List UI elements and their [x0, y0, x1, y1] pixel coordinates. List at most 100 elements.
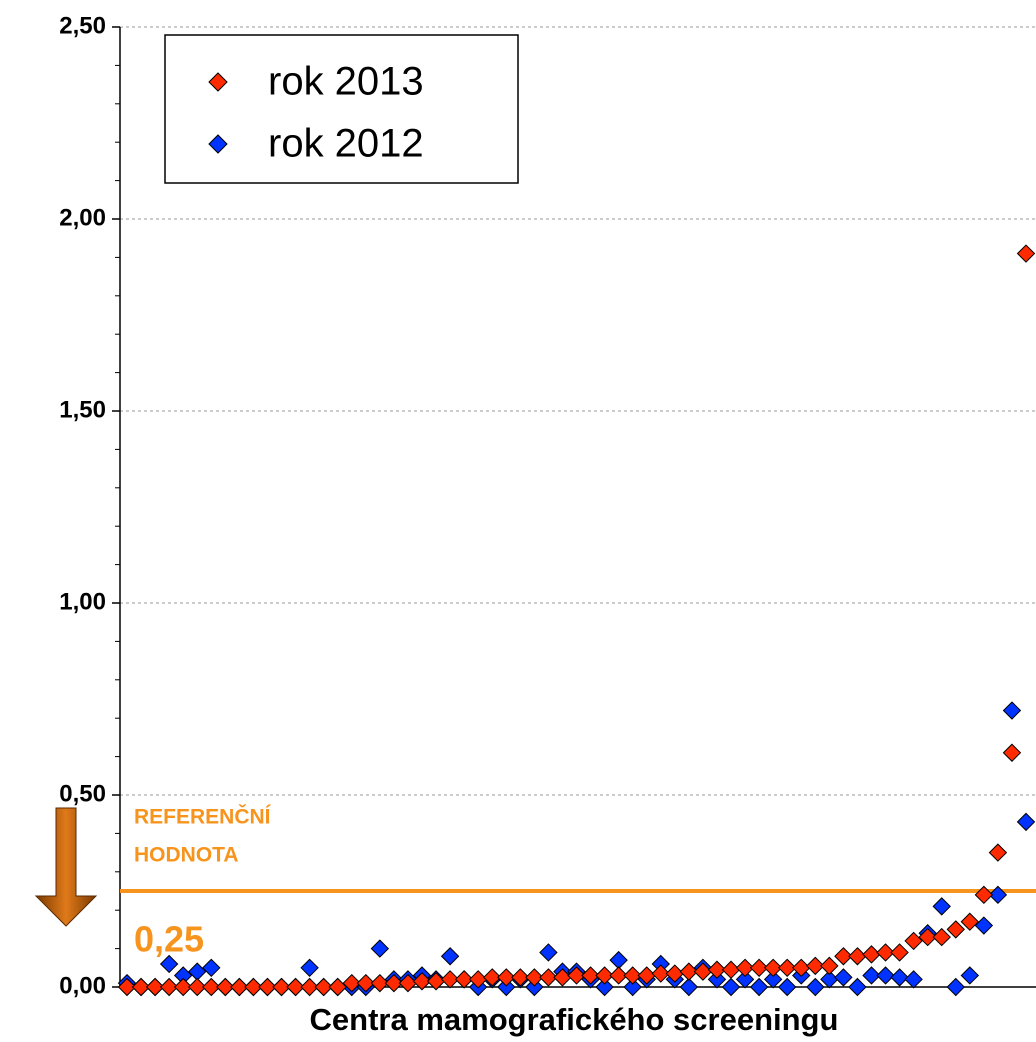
- point: [777, 977, 797, 997]
- point: [609, 966, 628, 985]
- point: [539, 968, 558, 987]
- point: [862, 966, 881, 985]
- legend-marker: [208, 134, 228, 154]
- point: [145, 977, 165, 997]
- point: [932, 927, 951, 947]
- point: [806, 956, 825, 976]
- point: [988, 885, 1008, 905]
- point: [651, 964, 670, 983]
- point: [834, 968, 853, 987]
- point: [834, 947, 853, 966]
- point: [202, 958, 221, 978]
- point: [216, 977, 235, 997]
- point: [904, 970, 923, 989]
- point: [679, 962, 699, 981]
- point: [1002, 743, 1022, 762]
- point: [918, 927, 937, 947]
- point: [1016, 244, 1036, 263]
- point: [707, 960, 727, 979]
- y-tick-label: 2,00: [59, 204, 106, 231]
- point: [777, 958, 797, 978]
- point: [932, 897, 951, 916]
- point: [356, 973, 376, 993]
- point: [370, 973, 390, 993]
- point: [721, 977, 741, 997]
- point: [848, 947, 867, 966]
- point: [117, 977, 137, 997]
- point: [848, 977, 867, 997]
- point: [946, 920, 965, 939]
- point: [890, 968, 909, 987]
- point: [693, 962, 713, 981]
- point: [286, 977, 305, 997]
- point: [173, 977, 193, 997]
- reference-label: 0,25: [134, 919, 204, 960]
- y-tick-label: 1,00: [59, 588, 106, 615]
- point: [440, 947, 460, 966]
- point: [300, 977, 319, 997]
- point: [735, 970, 755, 989]
- point: [454, 970, 474, 989]
- point: [946, 977, 965, 997]
- point: [890, 943, 909, 962]
- legend-box: [164, 34, 519, 184]
- y-tick-label: 2,50: [59, 12, 106, 39]
- reference-text: HODNOTA: [134, 844, 239, 867]
- point: [497, 968, 516, 987]
- point: [131, 977, 151, 997]
- point: [497, 977, 516, 997]
- legend-label: rok 2013: [268, 60, 424, 104]
- legend-label: rok 2012: [268, 122, 424, 166]
- point: [763, 970, 783, 989]
- point: [370, 939, 390, 958]
- point: [230, 977, 249, 997]
- point: [258, 977, 277, 997]
- point: [792, 958, 811, 978]
- point: [623, 977, 642, 997]
- point: [440, 970, 460, 989]
- point: [623, 966, 642, 985]
- point: [202, 977, 221, 997]
- point: [328, 977, 347, 997]
- point: [511, 968, 530, 987]
- point: [763, 958, 783, 978]
- point: [904, 931, 923, 951]
- point: [679, 977, 699, 997]
- point: [300, 958, 319, 978]
- point: [974, 885, 994, 905]
- point: [1016, 812, 1036, 832]
- point: [637, 966, 656, 985]
- point: [272, 977, 291, 997]
- point: [609, 950, 628, 970]
- reference-text: REFERENČNÍ: [134, 805, 272, 829]
- legend-marker: [208, 72, 228, 92]
- point: [862, 945, 881, 964]
- point: [314, 977, 333, 997]
- point: [806, 977, 825, 997]
- point: [188, 977, 207, 997]
- point: [567, 966, 586, 985]
- point: [159, 977, 179, 997]
- point: [398, 973, 418, 993]
- point: [595, 966, 614, 985]
- point: [735, 958, 755, 978]
- point: [876, 966, 895, 985]
- point: [539, 943, 558, 962]
- point: [581, 966, 600, 985]
- point: [707, 970, 727, 989]
- point: [483, 968, 502, 987]
- point: [384, 973, 404, 993]
- point: [159, 954, 179, 974]
- point: [974, 916, 994, 935]
- point: [426, 972, 446, 991]
- down-arrow: [34, 807, 98, 927]
- point: [244, 977, 263, 997]
- x-axis-label: Centra mamografického screeningu: [310, 1002, 839, 1037]
- point: [749, 958, 769, 978]
- point: [665, 964, 685, 983]
- point: [960, 966, 980, 985]
- point: [988, 843, 1008, 862]
- point: [721, 960, 741, 979]
- point: [876, 943, 895, 962]
